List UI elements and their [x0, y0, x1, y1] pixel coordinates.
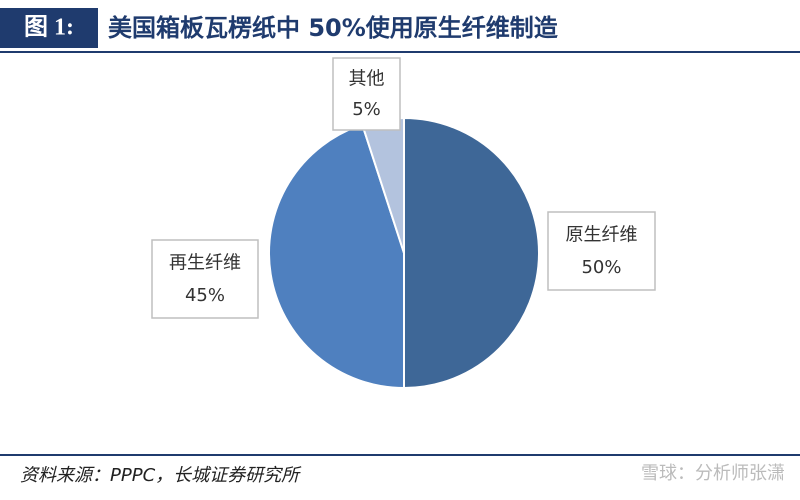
- label-box: [151, 239, 259, 319]
- pie-slice: [403, 116, 540, 390]
- slice-label: 其他: [349, 69, 385, 90]
- figure-label: 图 1:: [24, 14, 74, 41]
- source: 资料来源：PPPC，长城证券研究所: [20, 465, 302, 486]
- figure-label-box: [0, 8, 98, 48]
- watermark: 雪球：分析师张潇: [641, 463, 785, 484]
- slice-value-label: 45%: [185, 285, 225, 306]
- chart-title: 美国箱板瓦楞纸中 50%使用原生纤维制造: [108, 14, 558, 42]
- pie-slice: [268, 123, 405, 390]
- slice-label: 原生纤维: [566, 224, 638, 245]
- label-box: [547, 211, 656, 291]
- slice-value-label: 50%: [581, 257, 621, 278]
- slice-value-label: 5%: [352, 99, 381, 120]
- slice-label: 再生纤维: [169, 252, 241, 273]
- label-box: [332, 57, 401, 131]
